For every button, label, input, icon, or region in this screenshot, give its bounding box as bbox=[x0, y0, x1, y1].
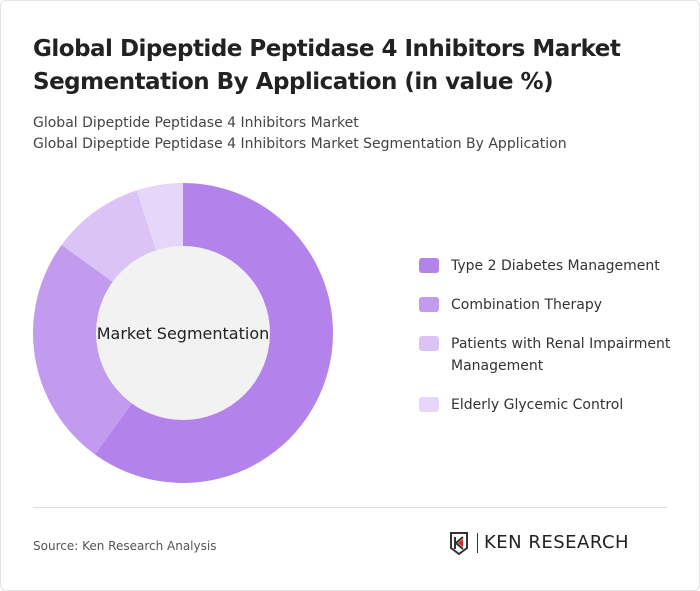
legend-label: Elderly Glycemic Control bbox=[451, 397, 624, 413]
legend-label: Combination Therapy bbox=[451, 297, 603, 313]
chart-subtitle-2: Global Dipeptide Peptidase 4 Inhibitors … bbox=[33, 136, 567, 152]
legend-item[interactable]: Combination Therapy bbox=[419, 294, 689, 316]
donut-chart: Market Segmentation bbox=[33, 183, 333, 483]
legend-item[interactable]: Type 2 Diabetes Management bbox=[419, 255, 689, 277]
legend-item[interactable]: Patients with Renal Impairment Managemen… bbox=[419, 333, 689, 377]
legend: Type 2 Diabetes Management Combination Th… bbox=[419, 255, 689, 433]
ken-research-logo: KEN RESEARCH bbox=[449, 531, 629, 555]
legend-swatch bbox=[419, 297, 439, 312]
divider bbox=[33, 507, 667, 508]
center-label: Market Segmentation bbox=[97, 324, 270, 343]
chart-title: Global Dipeptide Peptidase 4 Inhibitors … bbox=[33, 36, 621, 95]
legend-swatch bbox=[419, 336, 439, 351]
legend-swatch bbox=[419, 397, 439, 412]
chart-subtitle: Global Dipeptide Peptidase 4 Inhibitors … bbox=[33, 115, 359, 131]
legend-label: Type 2 Diabetes Management bbox=[451, 258, 660, 274]
source-note: Source: Ken Research Analysis bbox=[33, 539, 217, 553]
logo-icon bbox=[450, 532, 468, 555]
legend-label: Patients with Renal Impairment Managemen… bbox=[451, 336, 671, 374]
donut-hole bbox=[96, 246, 270, 420]
legend-swatch bbox=[419, 258, 439, 273]
legend-item[interactable]: Elderly Glycemic Control bbox=[419, 394, 689, 416]
logo-text: KEN RESEARCH bbox=[477, 533, 629, 553]
